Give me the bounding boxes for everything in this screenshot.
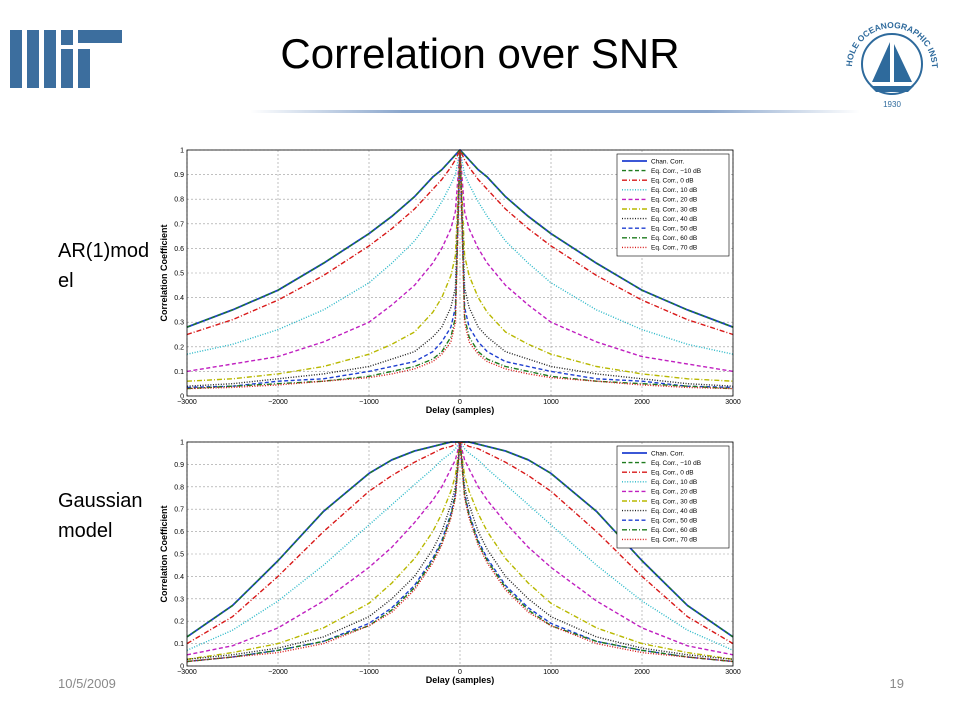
legend-entry-6: Eq. Corr., 40 dB (651, 508, 697, 515)
legend-entry-6: Eq. Corr., 40 dB (651, 216, 697, 223)
x-tick-label-4: 1000 (543, 399, 559, 406)
y-tick-label-10: 1 (180, 440, 184, 447)
legend-entry-0: Chan. Corr. (651, 450, 684, 457)
y-tick-label-9: 0.9 (174, 462, 184, 469)
x-tick-label-5: 2000 (634, 399, 650, 406)
legend-entry-8: Eq. Corr., 60 dB (651, 527, 697, 534)
x-tick-label-2: −1000 (359, 669, 379, 676)
legend-entry-7: Eq. Corr., 50 dB (651, 518, 697, 525)
x-tick-label-4: 1000 (543, 669, 559, 676)
y-tick-label-5: 0.5 (174, 552, 184, 559)
y-tick-label-10: 1 (180, 148, 184, 155)
x-axis-label: Delay (samples) (426, 675, 495, 685)
y-tick-label-4: 0.4 (174, 295, 184, 302)
title-underline (250, 110, 860, 113)
y-tick-label-2: 0.2 (174, 344, 184, 351)
chart-gaussian: −3000 −2000 −1000 0 1000 2000 3000 0 0.1 0.2 0.3 0.… (159, 440, 741, 686)
legend-entry-1: Eq. Corr., −10 dB (651, 168, 701, 175)
legend-entry-4: Eq. Corr., 20 dB (651, 489, 697, 496)
y-tick-label-0: 0 (180, 394, 184, 401)
legend-entry-2: Eq. Corr., 0 dB (651, 470, 694, 477)
y-tick-label-4: 0.4 (174, 574, 184, 581)
page-number: 19 (889, 676, 904, 691)
x-tick-label-0: −3000 (177, 399, 197, 406)
y-tick-label-3: 0.3 (174, 320, 184, 327)
label-gaussian-model: Gaussian model (58, 490, 143, 542)
x-tick-label-6: 3000 (725, 669, 741, 676)
x-tick-label-2: −1000 (359, 399, 379, 406)
series-line-4 (186, 149, 734, 373)
axes-frame (186, 149, 734, 397)
legend-entry-4: Eq. Corr., 20 dB (651, 197, 697, 204)
x-tick-label-1: −2000 (268, 669, 288, 676)
series-line-8 (186, 149, 734, 390)
y-tick-label-2: 0.2 (174, 619, 184, 626)
footer-date: 10/5/2009 (58, 676, 116, 691)
x-tick-label-3: 0 (458, 399, 462, 406)
y-tick-label-7: 0.7 (174, 221, 184, 228)
legend-entry-9: Eq. Corr., 70 dB (651, 245, 697, 252)
series-line-1 (186, 149, 734, 328)
x-tick-label-6: 3000 (725, 399, 741, 406)
legend-entry-8: Eq. Corr., 60 dB (651, 235, 697, 242)
y-tick-label-0: 0 (180, 664, 184, 671)
x-axis-label: Delay (samples) (426, 405, 495, 415)
legend-entry-7: Eq. Corr., 50 dB (651, 226, 697, 233)
legend-entry-0: Chan. Corr. (651, 158, 684, 165)
legend-entry-9: Eq. Corr., 70 dB (651, 537, 697, 544)
label-ar1-model: AR(1)model (58, 240, 150, 292)
x-tick-label-5: 2000 (634, 669, 650, 676)
legend-entry-3: Eq. Corr., 10 dB (651, 187, 697, 194)
whoi-logo: WOODS HOLE OCEANOGRAPHIC INSTITUTION 193… (836, 6, 940, 109)
y-tick-label-8: 0.8 (174, 197, 184, 204)
legend-entry-5: Eq. Corr., 30 dB (651, 498, 697, 505)
x-tick-label-0: −3000 (177, 669, 197, 676)
whoi-year: 1930 (883, 100, 901, 109)
y-tick-label-1: 0.1 (174, 369, 184, 376)
y-tick-label-6: 0.6 (174, 246, 184, 253)
y-axis-label: Correlation Coefficient (159, 505, 169, 602)
y-tick-label-1: 0.1 (174, 641, 184, 648)
x-tick-label-3: 0 (458, 669, 462, 676)
series-line-4 (186, 441, 734, 656)
x-tick-label-1: −2000 (268, 399, 288, 406)
y-axis-label: Correlation Coefficient (159, 224, 169, 321)
legend-entry-2: Eq. Corr., 0 dB (651, 178, 694, 185)
legend-entry-5: Eq. Corr., 30 dB (651, 206, 697, 213)
chart-ar1: −3000 −2000 −1000 0 1000 2000 3000 0 0.1 0.2 0.3 0.… (159, 148, 741, 416)
y-tick-label-7: 0.7 (174, 507, 184, 514)
series-line-9 (186, 441, 734, 663)
y-tick-label-5: 0.5 (174, 271, 184, 278)
y-tick-label-6: 0.6 (174, 529, 184, 536)
legend-entry-3: Eq. Corr., 10 dB (651, 479, 697, 486)
y-tick-label-8: 0.8 (174, 484, 184, 491)
mit-logo (10, 30, 122, 88)
y-tick-label-9: 0.9 (174, 172, 184, 179)
series-line-6 (186, 441, 734, 660)
y-tick-label-3: 0.3 (174, 596, 184, 603)
slide-title: Correlation over SNR (280, 30, 680, 77)
axes-frame (186, 441, 734, 667)
legend-entry-1: Eq. Corr., −10 dB (651, 460, 701, 467)
series-line-9 (186, 149, 734, 390)
